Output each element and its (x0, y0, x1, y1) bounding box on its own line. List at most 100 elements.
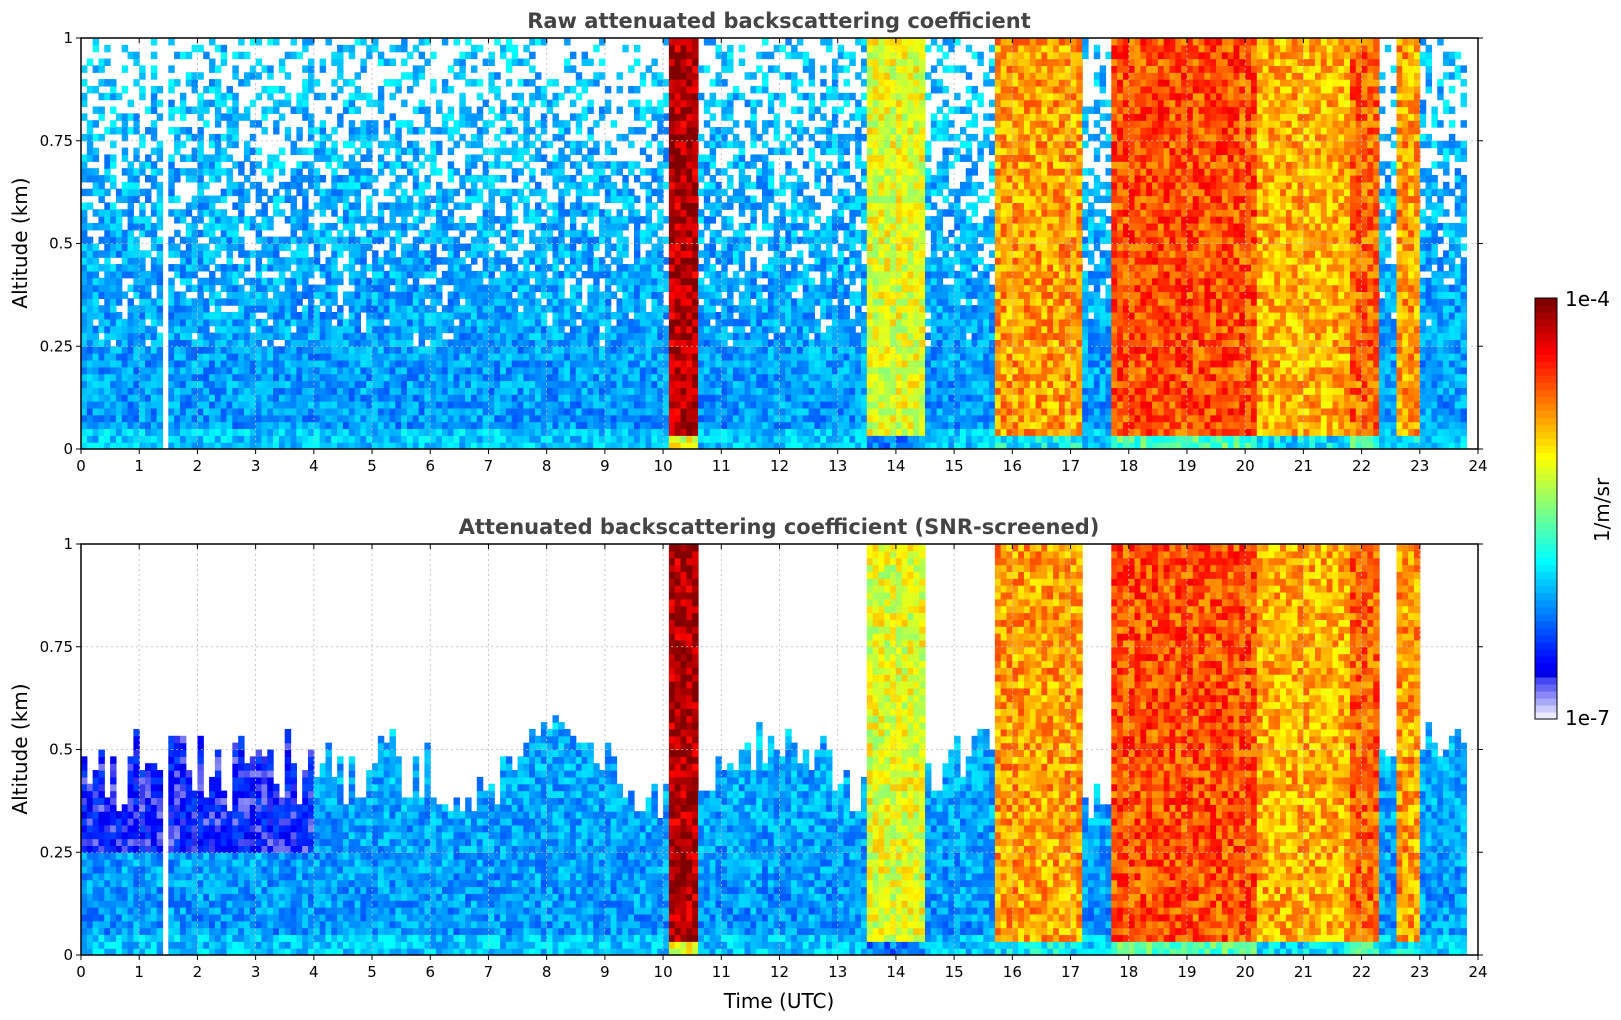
heatmap-cell (505, 195, 513, 203)
heatmap-cell (633, 428, 641, 436)
heatmap-cell (238, 346, 245, 354)
heatmap-cell (150, 353, 158, 361)
heatmap-cell (505, 216, 513, 224)
heatmap-cell (703, 195, 711, 203)
heatmap-cell (482, 175, 490, 183)
heatmap-cell (686, 243, 693, 251)
heatmap-cell (738, 318, 746, 327)
heatmap-cell (366, 421, 373, 430)
heatmap-cell (511, 373, 519, 382)
heatmap-cell (703, 346, 711, 354)
heatmap-cell (587, 202, 594, 210)
heatmap-cell (81, 79, 88, 87)
heatmap-cell (302, 216, 309, 224)
heatmap-cell (750, 120, 757, 128)
heatmap-cell (418, 366, 426, 375)
heatmap-cell (529, 229, 536, 238)
heatmap-cell (517, 428, 524, 436)
heatmap-cell (529, 435, 536, 443)
heatmap-cell (668, 421, 676, 430)
heatmap-cell (197, 72, 204, 80)
heatmap-cell (453, 291, 460, 299)
heatmap-cell (674, 243, 682, 251)
heatmap-cell (139, 305, 146, 313)
heatmap-cell (488, 58, 495, 66)
heatmap-cell (482, 161, 490, 169)
heatmap-cell (604, 270, 612, 279)
heatmap-cell (523, 250, 530, 258)
heatmap-cell (587, 305, 594, 313)
heatmap-cell (441, 312, 449, 320)
heatmap-cell (505, 209, 513, 217)
heatmap-cell (418, 359, 426, 368)
heatmap-cell (709, 298, 717, 306)
heatmap-cell (540, 339, 548, 347)
heatmap-cell (471, 407, 478, 416)
heatmap-cell (692, 298, 699, 306)
heatmap-cell (459, 401, 466, 409)
heatmap-cell (383, 407, 391, 416)
heatmap-cell (668, 353, 676, 361)
heatmap-cell (639, 428, 647, 436)
heatmap-cell (174, 243, 181, 251)
heatmap-cell (686, 188, 693, 197)
heatmap-cell (290, 106, 297, 114)
heatmap-cell (663, 277, 670, 286)
heatmap-cell (139, 312, 146, 320)
heatmap-cell (174, 209, 181, 217)
heatmap-cell (104, 257, 111, 265)
heatmap-cell (424, 346, 431, 354)
heatmap-cell (127, 373, 134, 382)
heatmap-cell (302, 353, 309, 361)
heatmap-cell (517, 442, 524, 449)
heatmap-cell (145, 298, 152, 306)
heatmap-cell (261, 353, 268, 361)
heatmap-cell (639, 312, 647, 320)
heatmap-cell (471, 332, 478, 340)
heatmap-cell (273, 366, 280, 375)
heatmap-cell (482, 236, 490, 245)
heatmap-cell (511, 325, 519, 334)
heatmap-cell (529, 305, 536, 313)
heatmap-cell (569, 257, 577, 265)
heatmap-cell (127, 428, 134, 436)
heatmap-cell (686, 133, 693, 142)
heatmap-cell (587, 435, 594, 443)
heatmap-cell (535, 250, 542, 258)
heatmap-cell (459, 65, 466, 73)
heatmap-cell (296, 291, 303, 299)
heatmap-cell (249, 161, 257, 169)
heatmap-cell (535, 359, 542, 368)
heatmap-cell (150, 312, 158, 320)
heatmap-cell (220, 421, 228, 430)
heatmap-cell (715, 339, 722, 347)
heatmap-cell (81, 168, 88, 176)
heatmap-cell (389, 58, 396, 66)
heatmap-cell (546, 380, 554, 388)
heatmap-cell (471, 236, 478, 245)
heatmap-cell (639, 387, 647, 395)
heatmap-cell (727, 277, 734, 286)
heatmap-cell (424, 442, 431, 449)
heatmap-cell (500, 421, 507, 430)
heatmap-cell (500, 250, 507, 258)
heatmap-cell (174, 325, 181, 334)
heatmap-cell (325, 353, 332, 361)
heatmap-cell (377, 257, 385, 265)
heatmap-cell (465, 277, 472, 286)
heatmap-cell (500, 99, 507, 108)
heatmap-cell (197, 332, 204, 340)
heatmap-cell (366, 147, 373, 156)
heatmap-cell (447, 318, 455, 327)
heatmap-cell (727, 222, 734, 231)
heatmap-cell (599, 442, 606, 449)
heatmap-cell (197, 99, 204, 108)
heatmap-cell (511, 414, 519, 423)
heatmap-cell (453, 339, 460, 347)
heatmap-cell (558, 407, 565, 416)
heatmap-cell (342, 298, 350, 306)
heatmap-cell (98, 58, 105, 66)
heatmap-cell (441, 428, 449, 436)
heatmap-cell (593, 79, 600, 87)
heatmap-cell (680, 277, 687, 286)
